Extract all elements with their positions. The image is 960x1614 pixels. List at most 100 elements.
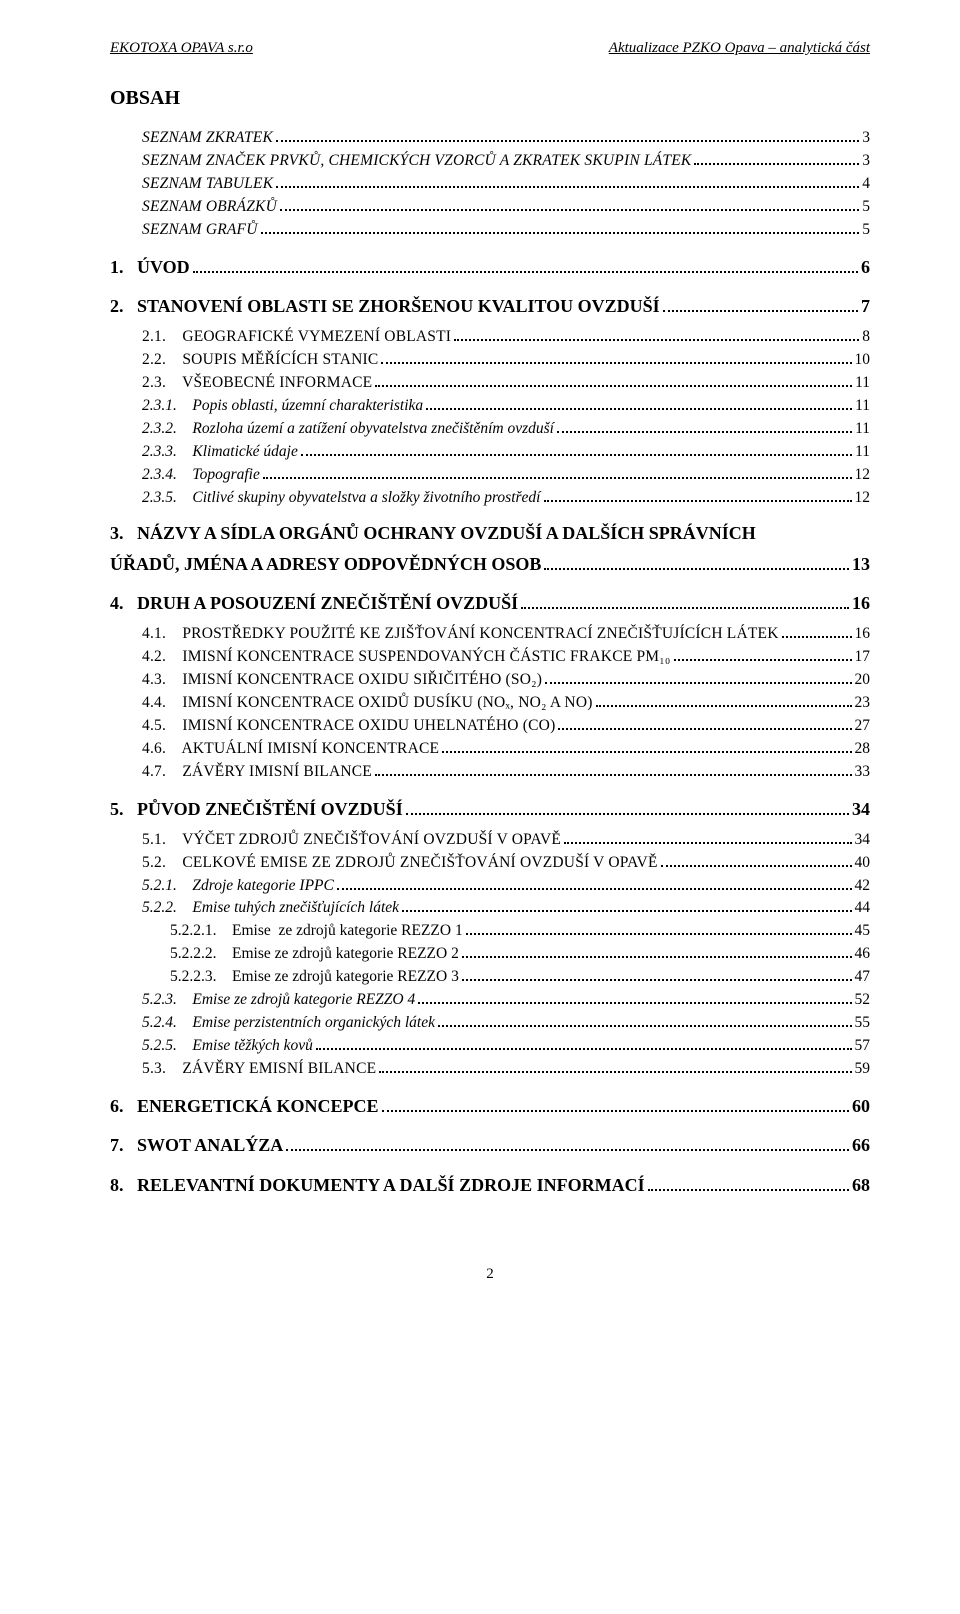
page: EKOTOXA OPAVA s.r.o Aktualizace PZKO Opa… <box>0 0 960 1343</box>
toc-page: 17 <box>855 648 871 666</box>
toc-label: 4.5. IMISNÍ KONCENTRACE OXIDU UHELNATÉHO… <box>142 717 555 735</box>
toc-chapter-row: 7. SWOT ANALÝZA66 <box>110 1133 870 1156</box>
toc-row: 2.3.3. Klimatické údaje11 <box>110 440 870 461</box>
toc-chapter-title: SWOT ANALÝZA <box>137 1135 283 1156</box>
toc-chapter-number: 4. <box>110 593 137 614</box>
toc-leader <box>276 126 859 142</box>
toc-chapter-row: 8. RELEVANTNÍ DOKUMENTY A DALŠÍ ZDROJE I… <box>110 1172 870 1195</box>
toc-label: 2.2. SOUPIS MĚŘÍCÍCH STANIC <box>142 351 378 369</box>
toc-row: 5.1. VÝČET ZDROJŮ ZNEČIŠŤOVÁNÍ OVZDUŠÍ V… <box>110 828 870 849</box>
toc-row: 4.2. IMISNÍ KONCENTRACE SUSPENDOVANÝCH Č… <box>110 645 870 666</box>
toc-label: SEZNAM ZKRATEK <box>142 129 273 147</box>
toc-leader <box>276 172 859 188</box>
toc-chapter-row-continuation: ÚŘADŮ, JMÉNA A ADRESY ODPOVĚDNÝCH OSOB13 <box>110 552 870 575</box>
toc-page: 68 <box>852 1175 870 1196</box>
toc-leader <box>337 874 852 890</box>
toc-leader <box>418 988 851 1004</box>
toc-page: 12 <box>855 466 871 484</box>
toc-page: 27 <box>855 717 871 735</box>
toc-page: 3 <box>862 152 870 170</box>
running-header: EKOTOXA OPAVA s.r.o Aktualizace PZKO Opa… <box>110 40 870 57</box>
toc-chapter-row: 2. STANOVENÍ OBLASTI SE ZHORŠENOU KVALIT… <box>110 294 870 317</box>
toc-leader <box>316 1034 852 1050</box>
toc-page: 34 <box>855 831 871 849</box>
toc-label: 2.3.4. Topografie <box>142 466 260 484</box>
toc-chapter-title: RELEVANTNÍ DOKUMENTY A DALŠÍ ZDROJE INFO… <box>137 1175 645 1196</box>
toc-page: 40 <box>855 854 871 872</box>
toc-chapter-number: 2. <box>110 296 137 317</box>
toc-label: 5.1. VÝČET ZDROJŮ ZNEČIŠŤOVÁNÍ OVZDUŠÍ V… <box>142 831 561 849</box>
toc-page: 11 <box>855 374 870 392</box>
toc-leader <box>280 195 859 211</box>
toc-row: 2.3.4. Topografie 12 <box>110 463 870 484</box>
toc-label: 5.2.4. Emise perzistentních organických … <box>142 1014 435 1032</box>
toc-label: SEZNAM GRAFŮ <box>142 221 258 239</box>
toc-row: 5.2.3. Emise ze zdrojů kategorie REZZO 4… <box>110 988 870 1009</box>
toc-chapter-row: 3. NÁZVY A SÍDLA ORGÁNŮ OCHRANY OVZDUŠÍ … <box>110 523 870 544</box>
toc-leader <box>462 942 852 958</box>
toc-page: 16 <box>855 625 871 643</box>
toc-leader <box>379 1057 851 1073</box>
toc-page: 4 <box>862 175 870 193</box>
toc-leader <box>545 668 851 684</box>
toc-label: 4.6. AKTUÁLNÍ IMISNÍ KONCENTRACE <box>142 740 439 758</box>
toc-leader <box>663 294 858 312</box>
toc: SEZNAM ZKRATEK3SEZNAM ZNAČEK PRVKŮ, CHEM… <box>110 126 870 1196</box>
toc-chapter-number: 6. <box>110 1096 137 1117</box>
toc-page: 11 <box>855 397 870 415</box>
toc-row: 4.6. AKTUÁLNÍ IMISNÍ KONCENTRACE28 <box>110 737 870 758</box>
toc-row: 5.2.2. Emise tuhých znečišťujících látek… <box>110 897 870 918</box>
toc-page: 11 <box>855 420 870 438</box>
toc-label: 5.2.2.2. Emise ze zdrojů kategorie REZZO… <box>170 945 459 963</box>
toc-page: 23 <box>855 694 871 712</box>
toc-page: 46 <box>855 945 871 963</box>
header-right: Aktualizace PZKO Opava – analytická část <box>609 40 870 57</box>
toc-leader <box>193 255 858 273</box>
toc-label: 4.2. IMISNÍ KONCENTRACE SUSPENDOVANÝCH Č… <box>142 648 671 666</box>
toc-page: 52 <box>855 991 871 1009</box>
toc-row: SEZNAM OBRÁZKŮ5 <box>110 195 870 216</box>
toc-page: 60 <box>852 1096 870 1117</box>
toc-label: SEZNAM OBRÁZKŮ <box>142 198 277 216</box>
toc-page: 5 <box>862 221 870 239</box>
toc-leader <box>381 348 851 364</box>
toc-row: 4.3. IMISNÍ KONCENTRACE OXIDU SIŘIČITÉHO… <box>110 668 870 689</box>
toc-chapter-title: STANOVENÍ OBLASTI SE ZHORŠENOU KVALITOU … <box>137 296 660 317</box>
toc-row: SEZNAM TABULEK 4 <box>110 172 870 193</box>
toc-leader <box>544 486 852 502</box>
toc-label: 5.2. CELKOVÉ EMISE ZE ZDROJŮ ZNEČIŠŤOVÁN… <box>142 854 658 872</box>
toc-leader <box>557 417 852 433</box>
toc-label: 5.2.3. Emise ze zdrojů kategorie REZZO 4 <box>142 991 415 1009</box>
toc-label: 5.2.5. Emise těžkých kovů <box>142 1037 313 1055</box>
toc-page: 10 <box>855 351 871 369</box>
toc-label: 4.7. ZÁVĚRY IMISNÍ BILANCE <box>142 763 372 781</box>
toc-label: 2.3.3. Klimatické údaje <box>142 443 298 461</box>
toc-leader <box>426 394 852 410</box>
toc-chapter-number: 3. <box>110 523 137 544</box>
toc-chapter-number: 1. <box>110 257 137 278</box>
toc-chapter-title: ENERGETICKÁ KONCEPCE <box>137 1096 379 1117</box>
toc-label: 2.3. VŠEOBECNÉ INFORMACE <box>142 374 372 392</box>
toc-label: 4.1. PROSTŘEDKY POUŽITÉ KE ZJIŠŤOVÁNÍ KO… <box>142 625 779 643</box>
toc-leader <box>782 622 852 638</box>
toc-page: 20 <box>855 671 871 689</box>
toc-label: 4.3. IMISNÍ KONCENTRACE OXIDU SIŘIČITÉHO… <box>142 671 542 689</box>
toc-leader <box>564 828 851 844</box>
toc-leader <box>466 919 852 935</box>
toc-page: 3 <box>862 129 870 147</box>
toc-chapter-title: DRUH A POSOUZENÍ ZNEČIŠTĚNÍ OVZDUŠÍ <box>137 593 518 614</box>
toc-label: 5.2.1. Zdroje kategorie IPPC <box>142 877 334 895</box>
toc-page: 13 <box>852 554 870 575</box>
header-left: EKOTOXA OPAVA s.r.o <box>110 40 253 57</box>
toc-label: 2.3.5. Citlivé skupiny obyvatelstva a sl… <box>142 489 541 507</box>
toc-leader <box>375 371 852 387</box>
page-number: 2 <box>110 1266 870 1283</box>
toc-page: 6 <box>861 257 870 278</box>
toc-row: 4.7. ZÁVĚRY IMISNÍ BILANCE33 <box>110 760 870 781</box>
toc-leader <box>462 965 852 981</box>
toc-page: 44 <box>855 899 871 917</box>
toc-label: SEZNAM TABULEK <box>142 175 273 193</box>
toc-page: 55 <box>855 1014 871 1032</box>
toc-row: 2.3. VŠEOBECNÉ INFORMACE 11 <box>110 371 870 392</box>
toc-chapter-number: 7. <box>110 1135 137 1156</box>
